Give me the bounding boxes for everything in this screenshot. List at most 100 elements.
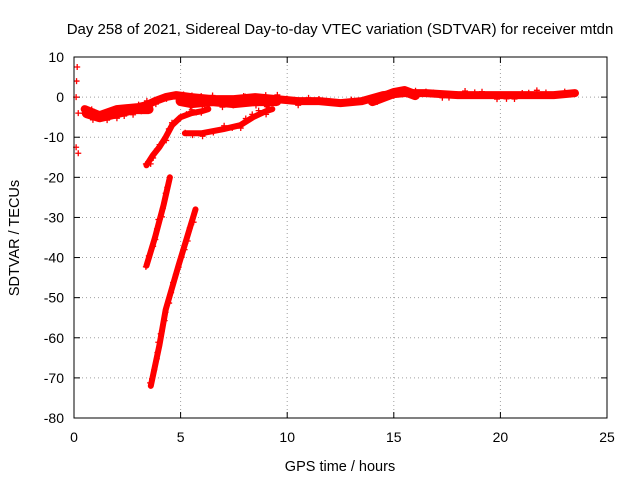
data-point — [190, 219, 197, 226]
data-point — [113, 115, 120, 122]
data-point — [153, 225, 160, 232]
data-point — [189, 132, 196, 139]
data-point — [155, 339, 162, 346]
series-steep-segment-b — [147, 206, 199, 389]
y-tick-label: -30 — [44, 209, 64, 225]
data-point — [430, 89, 437, 96]
series-lower-arc — [181, 104, 276, 140]
data-point — [295, 102, 302, 109]
data-point — [422, 88, 429, 95]
data-point — [150, 243, 157, 250]
y-tick-label: -80 — [44, 410, 64, 426]
x-axis-label: GPS time / hours — [285, 459, 395, 475]
data-point — [305, 94, 312, 101]
data-point — [159, 139, 166, 146]
y-tick-label: 10 — [48, 49, 64, 65]
data-point — [183, 111, 190, 118]
data-point — [265, 104, 272, 111]
y-tick-label: -70 — [44, 370, 64, 386]
data-point — [142, 263, 149, 270]
plot-frame — [73, 56, 608, 419]
data-point — [138, 108, 145, 115]
data-point — [453, 91, 460, 98]
data-point — [181, 246, 188, 253]
data-point — [75, 150, 82, 157]
data-point — [121, 112, 128, 119]
data-point — [182, 99, 189, 106]
data-point — [170, 279, 177, 286]
data-point — [407, 89, 414, 96]
data-point — [486, 92, 493, 99]
data-point — [177, 114, 184, 121]
y-tick-label: -20 — [44, 169, 64, 185]
series-band — [175, 96, 282, 109]
data-point — [152, 236, 159, 243]
data-point — [384, 90, 391, 97]
data-point — [89, 116, 96, 123]
data-point — [229, 124, 236, 131]
data-point — [462, 88, 469, 95]
data-point — [503, 95, 510, 102]
data-point — [182, 129, 189, 136]
data-point — [168, 93, 175, 100]
series-decreasing-arc — [142, 105, 212, 169]
data-point — [494, 96, 501, 103]
y-tick-label: -50 — [44, 290, 64, 306]
data-point — [158, 327, 165, 334]
data-point — [180, 91, 187, 98]
data-point — [150, 154, 157, 161]
data-point — [439, 94, 446, 101]
data-point — [156, 96, 163, 103]
data-point — [84, 106, 91, 113]
data-point — [193, 109, 200, 116]
data-point — [219, 104, 226, 111]
data-point — [374, 98, 381, 105]
series-band — [143, 106, 212, 169]
data-point — [315, 96, 322, 103]
y-tick-label: -40 — [44, 250, 64, 266]
data-point — [255, 107, 262, 114]
x-tick-label: 5 — [177, 429, 185, 445]
data-point — [337, 100, 344, 107]
data-point — [173, 118, 180, 125]
data-point — [163, 137, 170, 144]
data-layer — [73, 64, 579, 389]
data-point — [177, 94, 184, 101]
x-tick-label: 15 — [386, 429, 402, 445]
data-point — [172, 271, 179, 278]
series-band — [81, 104, 154, 123]
x-tick-label: 0 — [70, 429, 78, 445]
data-point — [210, 129, 217, 136]
data-point — [519, 89, 526, 96]
data-point — [74, 64, 81, 71]
data-point — [370, 97, 377, 104]
y-tick-label: 0 — [56, 89, 64, 105]
data-point — [199, 133, 206, 140]
data-point — [159, 213, 166, 220]
data-point — [252, 102, 259, 109]
data-point — [401, 86, 408, 93]
data-point — [95, 114, 102, 121]
tick-layer: 0 5 10 15 20 25 10 0 -10 -20 -30 -40 -50 -60 -70 -80 — [44, 49, 615, 445]
data-point — [359, 97, 366, 104]
data-point — [283, 95, 290, 102]
data-point — [187, 103, 194, 110]
data-point — [162, 190, 169, 197]
data-point — [188, 106, 195, 113]
data-point — [542, 89, 549, 96]
data-point — [175, 264, 182, 271]
data-point — [533, 87, 540, 94]
data-point — [395, 90, 402, 97]
x-tick-label: 20 — [493, 429, 509, 445]
data-point — [73, 78, 80, 85]
data-point — [159, 205, 166, 212]
data-point — [551, 92, 558, 99]
data-point — [525, 89, 532, 96]
data-point — [104, 117, 111, 124]
y-tick-label: -60 — [44, 330, 64, 346]
data-point — [445, 94, 452, 101]
data-point — [242, 93, 249, 100]
data-point — [221, 122, 228, 129]
data-point — [230, 102, 237, 109]
